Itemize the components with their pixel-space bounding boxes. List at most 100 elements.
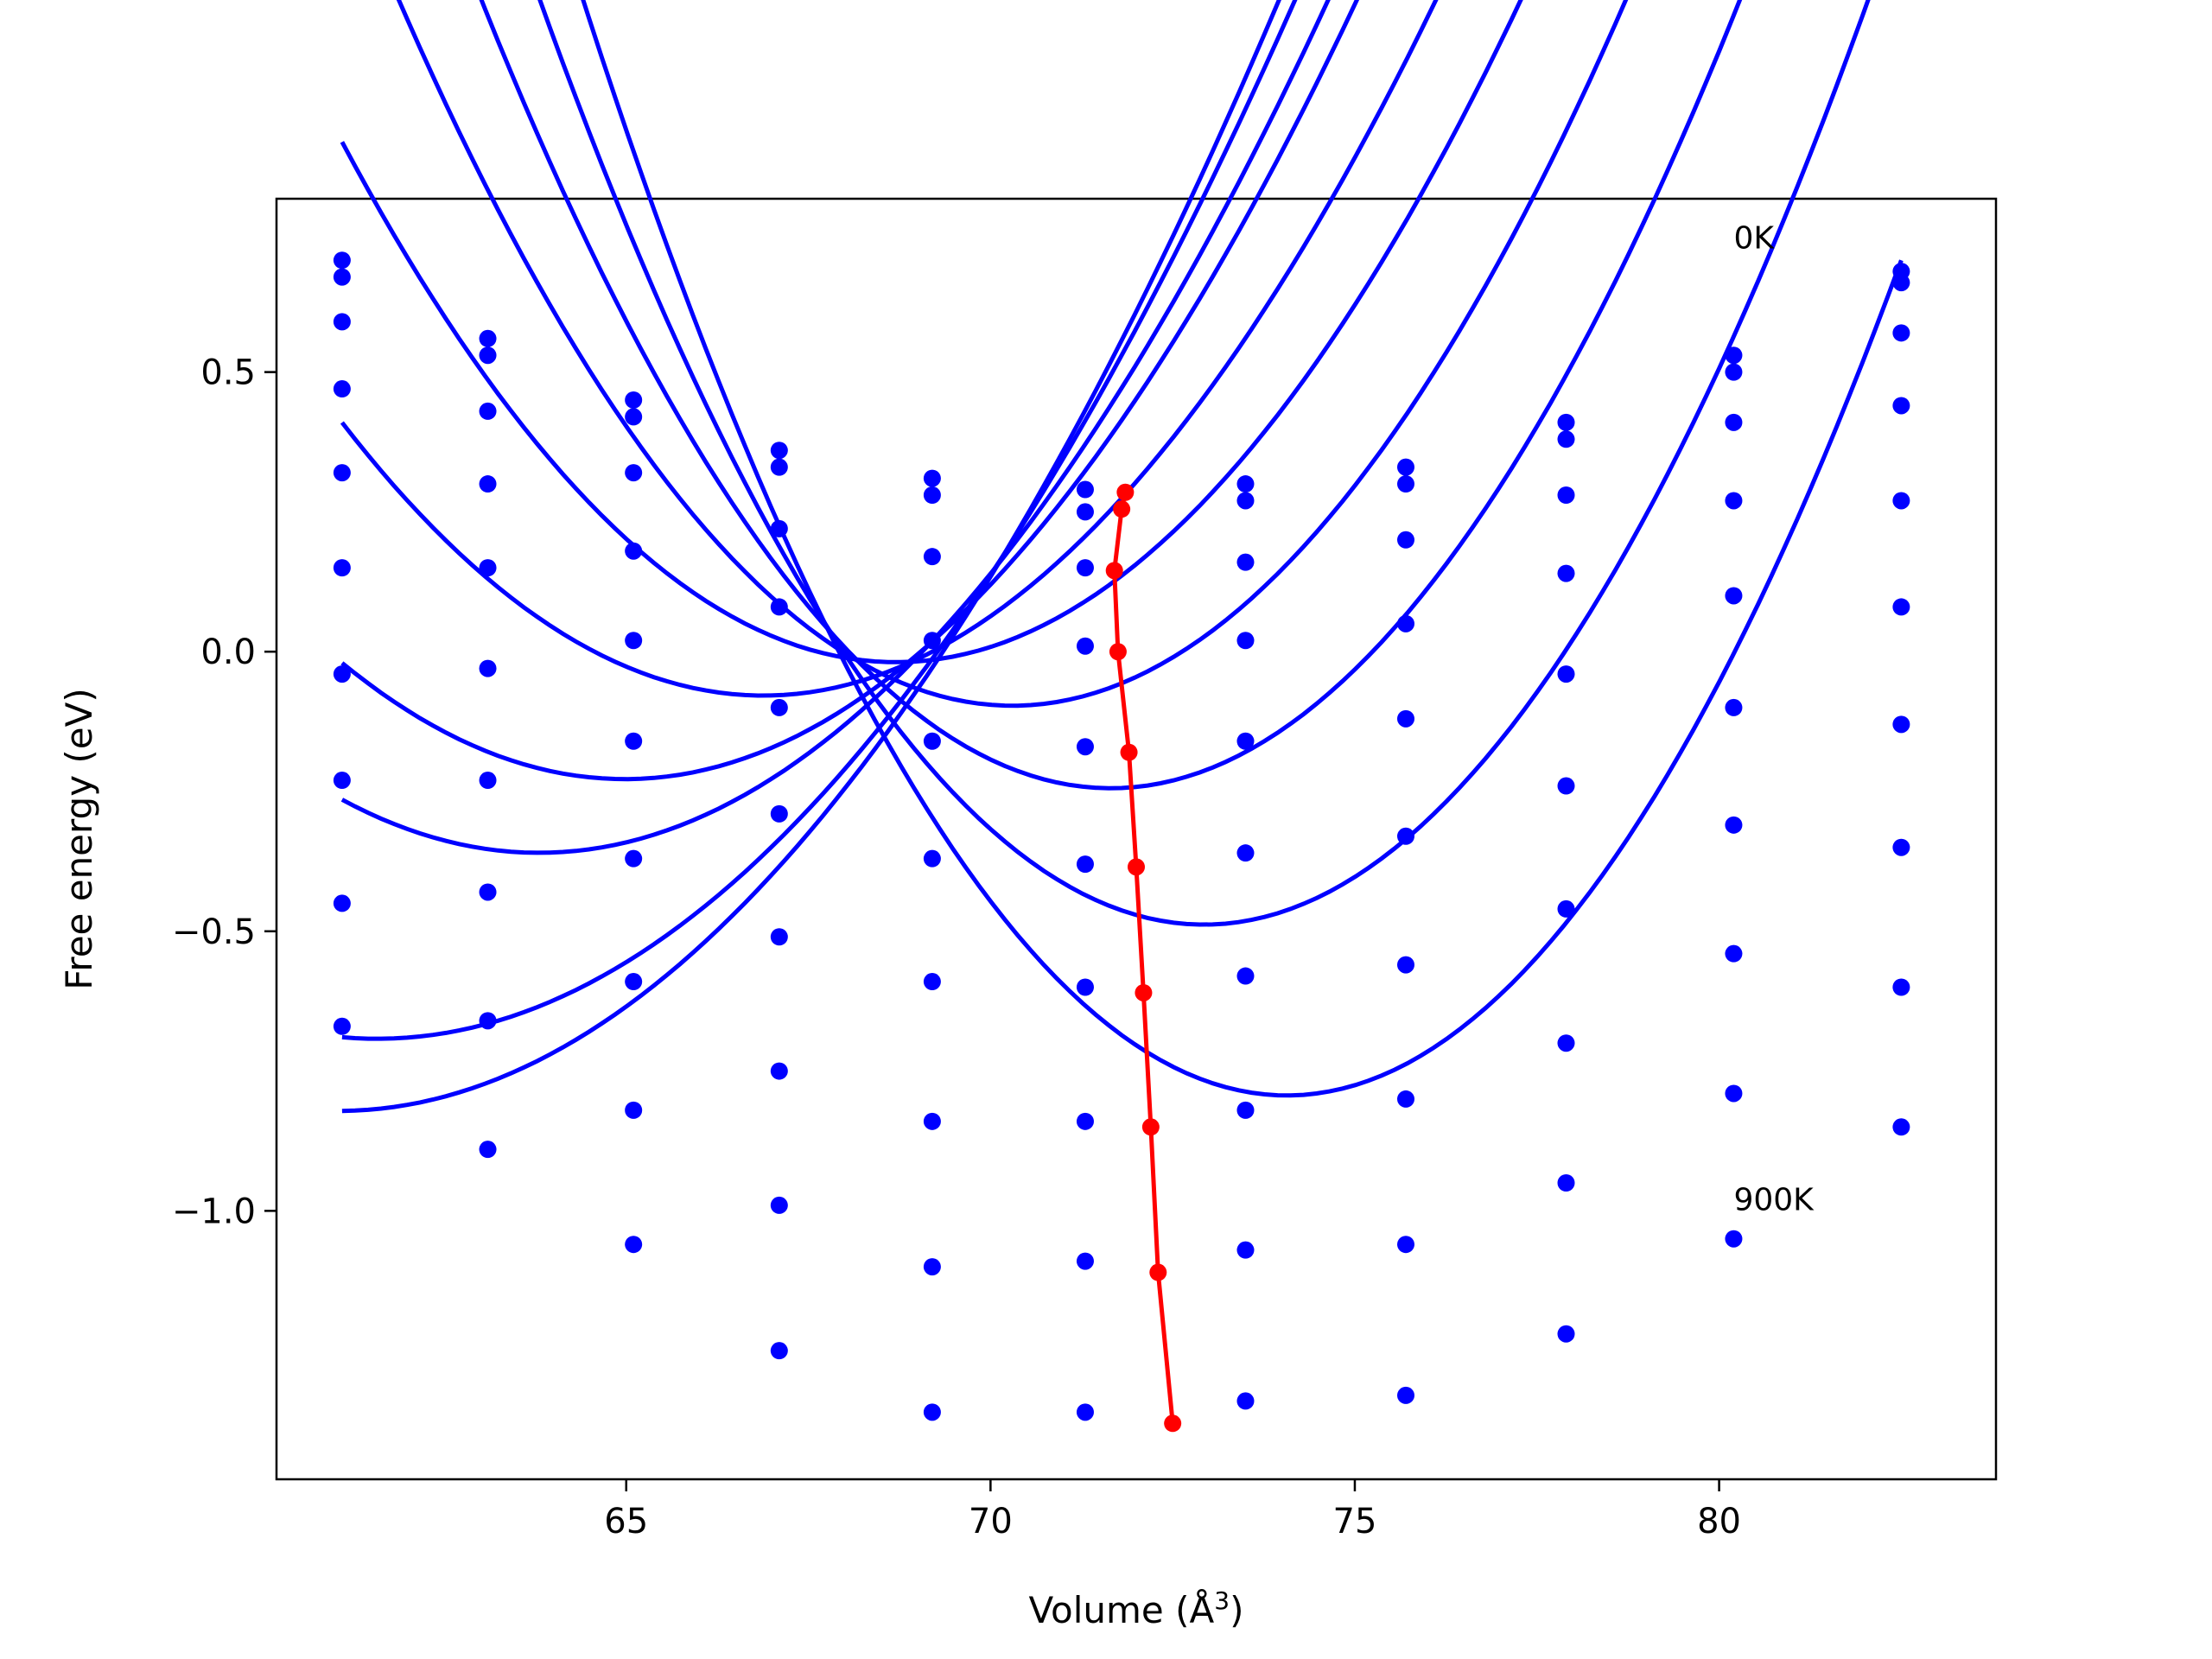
data-point <box>479 329 497 347</box>
minimum-point <box>1105 562 1123 580</box>
data-point <box>1396 475 1414 493</box>
data-point <box>1725 363 1743 381</box>
data-point <box>770 598 788 616</box>
data-point <box>1076 1252 1094 1270</box>
minimum-point <box>1113 500 1131 518</box>
data-point <box>333 380 351 398</box>
data-point <box>479 346 497 365</box>
data-point <box>1892 978 1910 996</box>
data-point <box>1557 430 1575 448</box>
data-point <box>479 402 497 420</box>
data-point <box>923 632 941 650</box>
data-point <box>1725 944 1743 963</box>
data-point <box>479 659 497 677</box>
data-point <box>333 1017 351 1035</box>
data-point <box>1236 844 1255 862</box>
data-point <box>333 559 351 577</box>
data-point <box>625 849 643 868</box>
data-point <box>923 732 941 750</box>
minimum-point <box>1116 483 1135 501</box>
data-point <box>1892 274 1910 292</box>
data-point <box>625 391 643 409</box>
data-point <box>625 408 643 426</box>
data-point <box>1236 553 1255 571</box>
data-point <box>333 464 351 482</box>
x-axis-label: Volume (Å3) <box>1029 1586 1244 1631</box>
data-point <box>923 548 941 566</box>
data-point <box>1725 492 1743 510</box>
data-points <box>333 251 1910 1421</box>
minimum-point <box>1128 858 1145 876</box>
data-point <box>770 698 788 716</box>
data-point <box>1396 956 1414 974</box>
data-point <box>923 849 941 868</box>
data-point <box>1396 709 1414 728</box>
data-point <box>479 1141 497 1159</box>
data-point <box>1725 1084 1743 1103</box>
data-point <box>1396 1236 1414 1254</box>
minimum-point <box>1120 743 1138 761</box>
temperature-annotation: 900K <box>1733 1182 1815 1217</box>
data-point <box>1725 346 1743 365</box>
data-point <box>333 251 351 270</box>
data-point <box>1396 1386 1414 1404</box>
data-point <box>625 732 643 750</box>
plot-frame <box>275 197 1998 1481</box>
data-point <box>625 973 643 991</box>
data-point <box>1892 492 1910 510</box>
data-point <box>479 1012 497 1030</box>
data-point <box>1236 492 1255 510</box>
y-tick-label: 0.0 <box>200 632 256 672</box>
fit-curve-3 <box>340 0 1360 782</box>
data-point <box>625 1101 643 1119</box>
data-point <box>1076 503 1094 521</box>
data-point <box>1557 777 1575 795</box>
data-point <box>1236 967 1255 985</box>
data-point <box>923 973 941 991</box>
data-point <box>1725 698 1743 716</box>
data-point <box>770 519 788 537</box>
data-point <box>333 313 351 331</box>
data-point <box>923 486 941 504</box>
minimum-point <box>1149 1263 1167 1281</box>
data-point <box>333 665 351 683</box>
data-point <box>923 1403 941 1421</box>
data-point <box>1725 413 1743 431</box>
data-point <box>770 458 788 476</box>
data-point <box>1236 632 1255 650</box>
data-point <box>1076 978 1094 996</box>
minimum-point <box>1135 983 1153 1001</box>
data-point <box>770 1342 788 1360</box>
data-point <box>1396 827 1414 845</box>
data-point <box>625 1236 643 1254</box>
fit-curve-5 <box>340 0 1523 664</box>
data-point <box>1892 397 1910 415</box>
y-tick-label: −0.5 <box>172 912 256 952</box>
data-point <box>333 772 351 790</box>
data-point <box>479 772 497 790</box>
data-point <box>923 1258 941 1276</box>
data-point <box>770 804 788 823</box>
fit-curve-2 <box>340 0 1331 855</box>
data-point <box>1236 1241 1255 1259</box>
annotations: 0K 900K <box>1733 220 1815 1217</box>
data-point <box>1557 564 1575 582</box>
x-tick-label: 65 <box>604 1502 648 1541</box>
minimum-trend-line <box>1112 492 1175 1424</box>
data-point <box>625 632 643 650</box>
data-point <box>1396 531 1414 549</box>
data-point <box>479 559 497 577</box>
data-point <box>333 894 351 912</box>
data-point <box>1236 732 1255 750</box>
y-tick-label: 0.5 <box>200 353 256 393</box>
y-tick-label: −1.0 <box>172 1192 256 1231</box>
data-point <box>1725 1230 1743 1248</box>
minimum-point <box>1164 1414 1182 1433</box>
x-tick-label: 75 <box>1333 1502 1377 1541</box>
data-point <box>1076 1112 1094 1130</box>
data-point <box>1557 1325 1575 1343</box>
minimum-point <box>1109 643 1127 661</box>
data-point <box>1892 838 1910 856</box>
x-tick-label: 80 <box>1697 1502 1741 1541</box>
data-point <box>1396 1090 1414 1108</box>
